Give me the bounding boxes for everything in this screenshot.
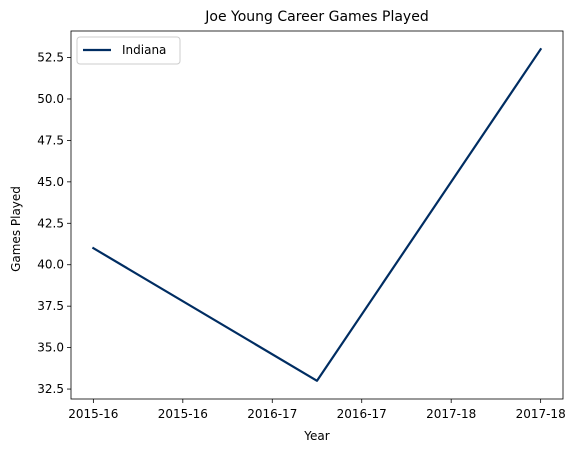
x-axis: 2015-16 2015-16 2016-17 2016-17 2017-18 2017-… <box>68 399 566 421</box>
x-tick-label: 2017-18 <box>426 407 476 421</box>
chart-title: Joe Young Career Games Played <box>204 9 428 25</box>
legend-label-indiana: Indiana <box>122 43 166 57</box>
x-tick-label: 2016-17 <box>247 407 297 421</box>
y-tick-label: 42.5 <box>37 216 64 230</box>
y-tick-label: 40.0 <box>37 258 64 272</box>
y-axis-label: Games Played <box>9 186 23 272</box>
y-tick-label: 50.0 <box>37 92 64 106</box>
x-tick-label: 2015-16 <box>68 407 118 421</box>
x-tick-label: 2015-16 <box>158 407 208 421</box>
plot-area <box>91 47 543 382</box>
y-tick-label: 35.0 <box>37 341 64 355</box>
y-tick-label: 37.5 <box>37 299 64 313</box>
y-axis: 32.5 35.0 37.5 40.0 42.5 45.0 47.5 50.0 52.5 <box>37 51 71 396</box>
y-tick-label: 47.5 <box>37 133 64 147</box>
y-tick-label: 52.5 <box>37 51 64 65</box>
legend-box <box>76 36 181 65</box>
y-tick-label: 32.5 <box>37 382 64 396</box>
x-tick-label: 2017-18 <box>516 407 566 421</box>
plot-frame <box>70 30 564 400</box>
y-tick-label: 45.0 <box>37 175 64 189</box>
x-axis-label: Year <box>303 429 329 443</box>
legend: Indiana <box>76 36 181 65</box>
x-tick-label: 2016-17 <box>337 407 387 421</box>
series-line-indiana <box>91 47 543 382</box>
